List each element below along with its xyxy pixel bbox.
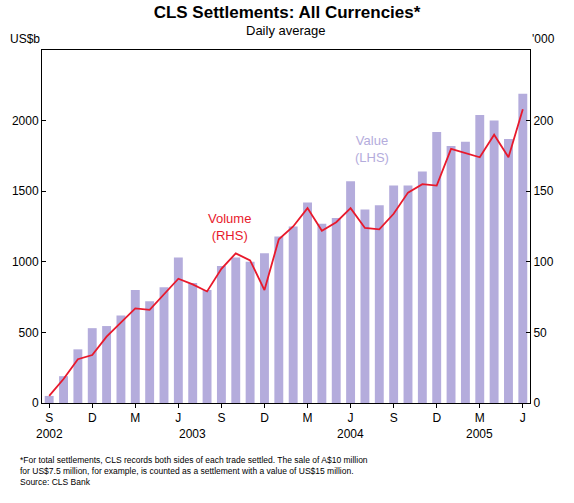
svg-text:1500: 1500 [12,184,39,198]
svg-text:D: D [432,411,441,425]
svg-text:150: 150 [533,184,553,198]
svg-text:200: 200 [533,114,553,128]
svg-text:J: J [520,411,526,425]
svg-text:500: 500 [19,326,39,340]
svg-text:S: S [217,411,225,425]
svg-text:2004: 2004 [337,427,364,441]
svg-text:M: M [130,411,140,425]
svg-text:S: S [390,411,398,425]
svg-text:US$b: US$b [10,32,40,46]
svg-text:0: 0 [533,396,540,410]
svg-text:Volume(RHS): Volume(RHS) [208,211,251,243]
svg-text:*For total settlements, CLS re: *For total settlements, CLS records both… [20,455,368,487]
svg-text:100: 100 [533,255,553,269]
svg-text:Daily average: Daily average [246,23,326,38]
svg-text:S: S [45,411,53,425]
svg-text:M: M [475,411,485,425]
svg-text:M: M [303,411,313,425]
svg-text:J: J [348,411,354,425]
svg-text:J: J [175,411,181,425]
svg-text:'000: '000 [532,32,555,46]
svg-text:Value(LHS): Value(LHS) [355,133,389,165]
svg-text:CLS Settlements: All Currencie: CLS Settlements: All Currencies* [154,3,421,22]
svg-text:0: 0 [32,396,39,410]
svg-text:2003: 2003 [179,427,206,441]
svg-text:2000: 2000 [12,114,39,128]
svg-text:D: D [88,411,97,425]
svg-text:1000: 1000 [12,255,39,269]
svg-text:2002: 2002 [36,427,63,441]
svg-text:50: 50 [533,326,547,340]
svg-text:D: D [260,411,269,425]
svg-text:2005: 2005 [466,427,493,441]
